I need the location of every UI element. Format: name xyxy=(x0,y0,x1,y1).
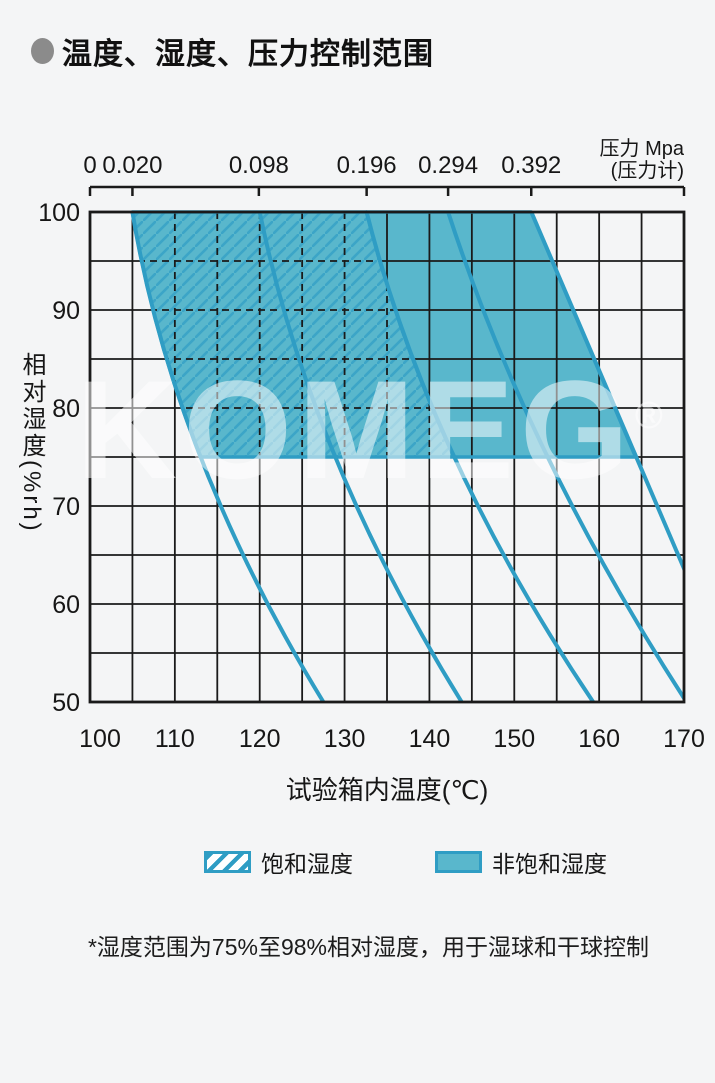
legend-label-saturated: 饱和湿度 xyxy=(261,851,353,877)
svg-text:130: 130 xyxy=(324,725,366,753)
y-axis-title: 相对湿度(%rh) xyxy=(18,352,45,534)
svg-text:150: 150 xyxy=(493,725,535,753)
svg-text:170: 170 xyxy=(663,725,705,753)
legend-item-unsaturated: 非饱和湿度 xyxy=(435,845,607,879)
pressure-axis-title: 压力 Mpa (压力计) xyxy=(600,138,684,182)
svg-text:110: 110 xyxy=(155,725,195,753)
legend-swatch-saturated-hatched xyxy=(204,851,251,873)
footnote: *湿度范围为75%至98%相对湿度，用于湿球和干球控制 xyxy=(87,934,650,960)
svg-text:0.392: 0.392 xyxy=(501,152,561,179)
svg-text:100: 100 xyxy=(38,199,80,227)
svg-text:70: 70 xyxy=(52,493,80,521)
svg-text:120: 120 xyxy=(239,725,281,753)
svg-text:90: 90 xyxy=(52,297,80,325)
x-axis-title: 试验箱内温度(℃) xyxy=(285,775,489,805)
region-unsaturated xyxy=(366,212,636,457)
plot-border xyxy=(88,210,686,704)
pressure-axis-title-line1: 压力 Mpa xyxy=(599,138,684,160)
curve-0.196mpa xyxy=(364,212,595,702)
legend-label-unsaturated: 非饱和湿度 xyxy=(492,851,607,877)
svg-text:80: 80 xyxy=(52,395,80,423)
curve-0.020mpa xyxy=(130,212,326,702)
legend-swatch-unsaturated-solid xyxy=(435,851,482,873)
svg-text:140: 140 xyxy=(409,725,451,753)
svg-text:0.196: 0.196 xyxy=(337,152,397,179)
svg-text:50: 50 xyxy=(52,689,80,717)
title-bullet-icon xyxy=(31,38,54,64)
svg-text:0: 0 xyxy=(83,152,96,179)
curve-0.294mpa xyxy=(446,212,684,702)
y-tick-labels: 100 90 80 70 60 50 xyxy=(38,199,80,717)
svg-text:0.098: 0.098 xyxy=(229,152,289,179)
svg-text:100: 100 xyxy=(79,725,121,753)
svg-text:160: 160 xyxy=(578,725,620,753)
svg-text:0.020: 0.020 xyxy=(102,152,162,179)
pressure-axis-title-line2: (压力计) xyxy=(610,160,684,182)
legend-item-saturated: 饱和湿度 xyxy=(204,845,353,879)
curve-0.392mpa xyxy=(529,212,684,574)
svg-text:60: 60 xyxy=(52,591,80,619)
pressure-axis xyxy=(88,185,686,196)
x-tick-labels: 100 110 120 130 140 150 160 170 xyxy=(79,725,705,753)
page-title: 温度、湿度、压力控制范围 xyxy=(62,38,434,71)
pressure-tick-labels: 0 0.020 0.098 0.196 0.294 0.392 xyxy=(83,152,561,179)
grid-dashed-saturated xyxy=(132,212,454,457)
isobar-curves xyxy=(130,212,684,702)
svg-text:0.294: 0.294 xyxy=(418,152,478,179)
curve-0.098mpa xyxy=(257,212,464,702)
